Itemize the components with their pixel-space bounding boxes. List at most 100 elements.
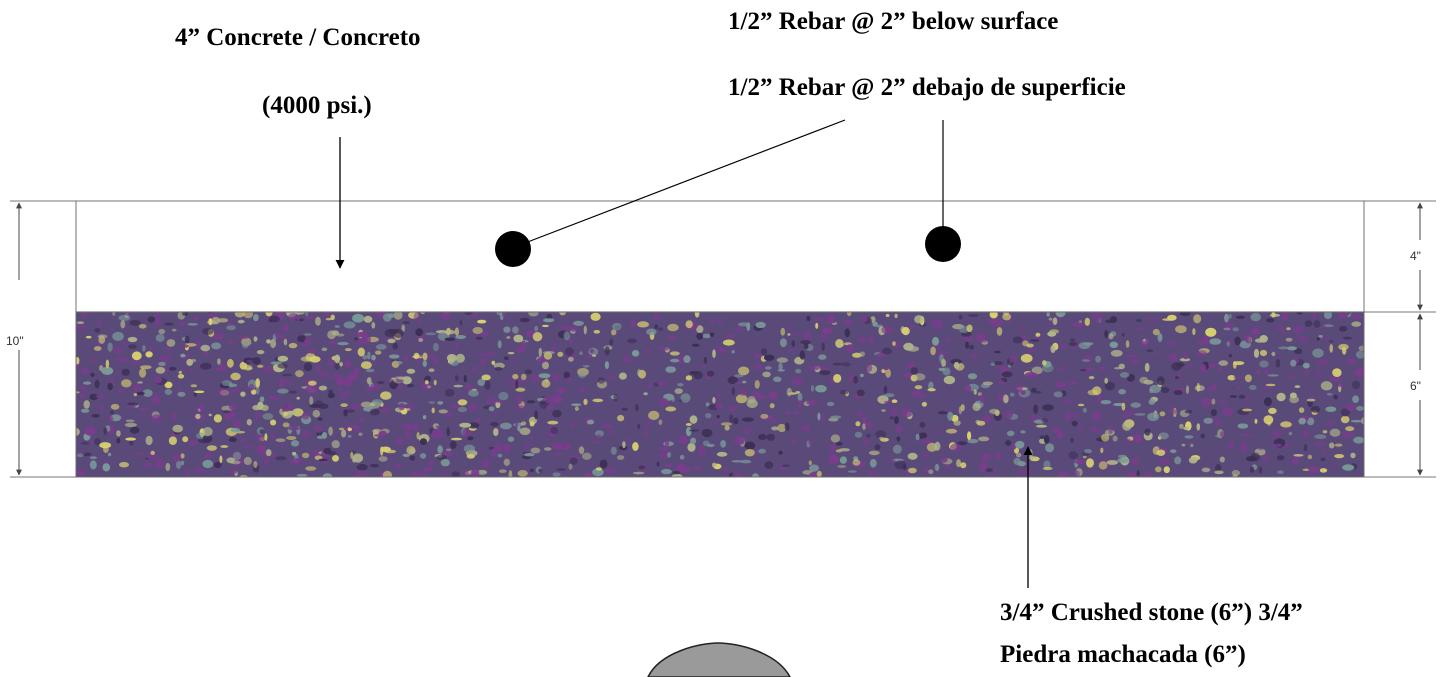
stone-speckle bbox=[881, 409, 886, 412]
stone-speckle bbox=[305, 466, 317, 471]
stone-speckle bbox=[463, 374, 467, 383]
stone-speckle bbox=[711, 462, 717, 468]
stone-speckle bbox=[680, 393, 691, 403]
stone-speckle bbox=[706, 443, 715, 448]
stone-speckle bbox=[103, 427, 108, 435]
stone-speckle bbox=[124, 422, 137, 428]
stone-speckle bbox=[283, 411, 288, 416]
stone-speckle bbox=[1298, 417, 1306, 425]
stone-speckle bbox=[91, 414, 100, 418]
stone-speckle bbox=[809, 471, 819, 477]
stone-speckle bbox=[499, 469, 507, 474]
stone-speckle bbox=[519, 317, 530, 323]
stone-speckle bbox=[1250, 327, 1261, 335]
stone-speckle bbox=[352, 453, 364, 463]
stone-speckle bbox=[301, 430, 311, 438]
stone-speckle bbox=[552, 472, 561, 477]
stone-speckle bbox=[862, 415, 867, 424]
stone-speckle bbox=[960, 404, 965, 412]
stone-speckle bbox=[471, 366, 479, 371]
stone-speckle bbox=[790, 438, 797, 443]
stone-speckle bbox=[1092, 386, 1102, 396]
stone-speckle bbox=[1288, 431, 1293, 436]
stone-speckle bbox=[1205, 327, 1217, 337]
stone-speckle bbox=[1293, 454, 1304, 457]
stone-speckle bbox=[334, 354, 341, 364]
stone-speckle bbox=[568, 463, 573, 470]
stone-speckle bbox=[353, 424, 360, 433]
stone-speckle bbox=[444, 389, 455, 397]
stone-speckle bbox=[1119, 372, 1130, 378]
stone-speckle bbox=[938, 367, 946, 372]
stone-speckle bbox=[222, 410, 231, 414]
stone-speckle bbox=[857, 411, 864, 417]
stone-speckle bbox=[178, 388, 184, 393]
stone-speckle bbox=[120, 320, 126, 329]
stone-speckle bbox=[1125, 340, 1130, 348]
stone-speckle bbox=[1042, 360, 1047, 366]
stone-speckle bbox=[393, 312, 403, 320]
stone-speckle bbox=[1035, 424, 1048, 428]
stone-speckle bbox=[350, 403, 361, 410]
stone-speckle bbox=[966, 324, 973, 333]
stone-speckle bbox=[116, 437, 121, 444]
stone-speckle bbox=[485, 396, 495, 406]
stone-speckle bbox=[1203, 417, 1214, 424]
stone-speckle bbox=[989, 408, 1000, 415]
stone-speckle bbox=[685, 423, 692, 426]
stone-speckle bbox=[1131, 359, 1139, 365]
stone-speckle bbox=[1031, 366, 1043, 375]
stone-speckle bbox=[557, 424, 564, 428]
stone-speckle bbox=[150, 450, 155, 455]
stone-speckle bbox=[1331, 462, 1336, 467]
stone-speckle bbox=[390, 458, 397, 462]
stone-speckle bbox=[398, 376, 407, 380]
stone-speckle bbox=[433, 379, 437, 386]
stone-speckle bbox=[317, 417, 323, 421]
stone-speckle bbox=[168, 436, 177, 446]
stone-speckle bbox=[716, 415, 720, 419]
stone-speckle bbox=[1158, 432, 1169, 440]
stone-speckle bbox=[101, 366, 114, 375]
stone-speckle bbox=[716, 392, 722, 398]
stone-speckle bbox=[1156, 376, 1165, 386]
stone-speckle bbox=[956, 459, 962, 468]
stone-speckle bbox=[182, 312, 189, 316]
stone-speckle bbox=[229, 412, 236, 417]
stone-speckle bbox=[308, 380, 317, 386]
stone-speckle bbox=[815, 322, 819, 329]
stone-speckle bbox=[648, 410, 660, 420]
stone-speckle bbox=[1184, 409, 1193, 414]
stone-speckle bbox=[892, 341, 896, 346]
stone-speckle bbox=[722, 339, 735, 346]
stone-speckle bbox=[125, 437, 136, 441]
stone-speckle bbox=[894, 460, 906, 470]
stone-speckle bbox=[154, 318, 161, 327]
stone-speckle bbox=[1081, 359, 1090, 362]
stone-speckle bbox=[1228, 313, 1232, 319]
stone-speckle bbox=[584, 355, 593, 358]
stone-speckle bbox=[138, 415, 149, 418]
stone-speckle bbox=[330, 314, 335, 321]
stone-speckle bbox=[568, 356, 574, 362]
stone-speckle bbox=[519, 427, 531, 436]
stone-speckle bbox=[1344, 404, 1356, 411]
stone-speckle bbox=[1200, 433, 1205, 439]
stone-speckle bbox=[444, 337, 456, 342]
stone-speckle bbox=[120, 415, 125, 420]
stone-speckle bbox=[1166, 340, 1178, 346]
stone-speckle bbox=[1156, 449, 1166, 456]
stone-speckle bbox=[322, 473, 333, 477]
stone-speckle bbox=[953, 420, 961, 426]
concrete-thickness-value: 4" bbox=[1410, 249, 1421, 263]
stone-speckle bbox=[696, 332, 703, 340]
stone-speckle bbox=[1218, 400, 1229, 405]
stone-speckle bbox=[985, 468, 993, 473]
stone-speckle bbox=[791, 340, 796, 348]
stone-speckle bbox=[305, 385, 316, 394]
stone-speckle bbox=[515, 380, 519, 389]
stone-speckle bbox=[409, 448, 416, 454]
stone-speckle bbox=[506, 336, 511, 339]
stone-speckle bbox=[147, 316, 156, 323]
stone-speckle bbox=[1218, 360, 1229, 366]
